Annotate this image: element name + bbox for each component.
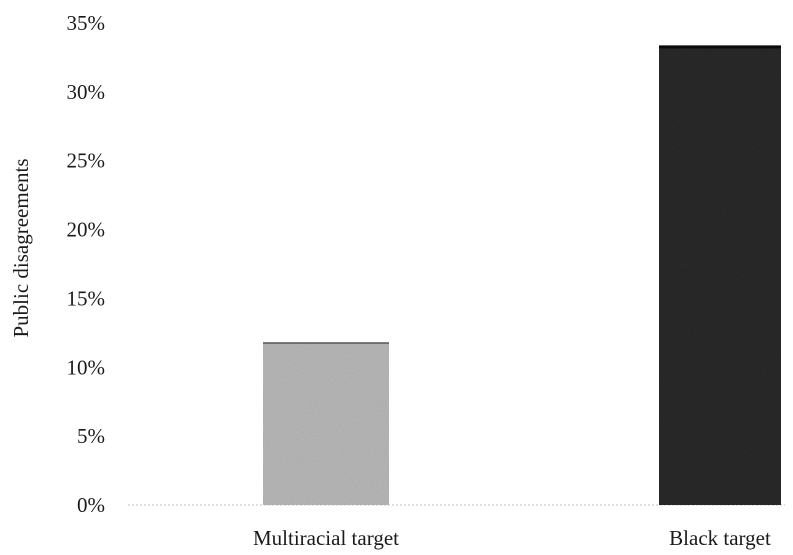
y-tick-label: 30% [67,80,106,104]
y-tick-label: 5% [77,424,105,448]
bar [659,46,781,505]
y-tick-label: 20% [67,218,106,242]
bar [263,342,389,505]
x-axis-categories: Multiracial target Black target [253,526,771,550]
y-tick-label: 35% [67,11,106,35]
bars [263,45,781,505]
x-category-label: Black target [669,526,771,550]
y-axis-title: Public disagreements [9,158,33,337]
y-tick-label: 15% [67,286,106,310]
x-category-label: Multiracial target [253,526,399,550]
y-tick-label: 10% [67,355,106,379]
y-tick-label: 25% [67,149,106,173]
y-tick-label: 0% [77,493,105,517]
y-axis-ticks: 0% 5% 10% 15% 20% 25% 30% 35% [67,11,106,517]
